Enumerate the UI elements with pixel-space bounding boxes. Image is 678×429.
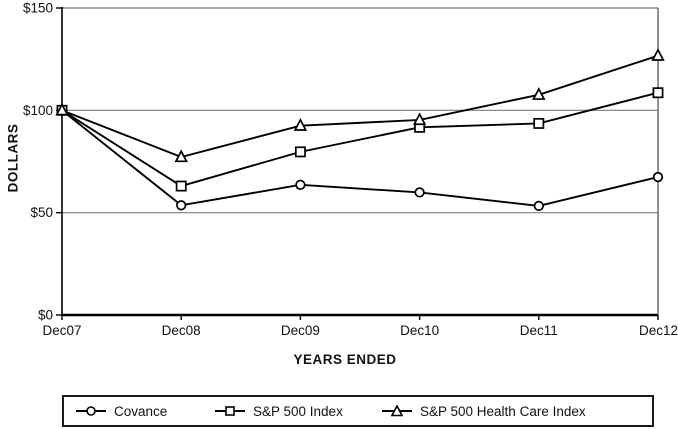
y-tick-label: $50 (30, 205, 53, 220)
y-tick-label: $150 (23, 1, 53, 16)
legend-label-1: S&P 500 Index (253, 403, 343, 419)
marker-square (294, 146, 306, 158)
x-tick-label: Dec10 (400, 323, 439, 338)
marker-triangle (532, 87, 546, 100)
chart-plot-area: $0 $50 $100 $150 Dec07 Dec08 Dec09 Dec10 Dec11 De… (23, 1, 678, 339)
marker-circle (176, 200, 187, 211)
legend-label-2: S&P 500 Health Care Index (420, 403, 586, 419)
x-tick-label: Dec08 (162, 323, 201, 338)
marker-circle (652, 171, 664, 183)
marker-square (533, 117, 545, 129)
series-line-0 (61, 109, 659, 207)
legend-circle-icon (76, 406, 106, 416)
x-tick-label: Dec07 (42, 323, 81, 338)
marker-triangle (412, 112, 427, 126)
series-line-2 (61, 54, 659, 158)
x-tick-label: Dec09 (281, 323, 320, 338)
y-axis-title: DOLLARS (5, 123, 21, 193)
marker-square (175, 180, 187, 192)
legend-triangle-icon (382, 405, 412, 417)
marker-triangle (651, 48, 665, 61)
marker-triangle (55, 102, 69, 116)
x-tick-label: Dec11 (520, 323, 558, 338)
x-tick-label: Dec12 (639, 323, 678, 338)
legend-square-icon (215, 406, 245, 416)
chart-legend: Covance S&P 500 Index S&P 500 Health Care … (62, 395, 654, 427)
legend-item-0: Covance (76, 397, 167, 425)
y-tick-label: $100 (23, 103, 53, 118)
marker-circle (295, 179, 306, 190)
legend-item-1: S&P 500 Index (215, 397, 343, 425)
legend-item-2: S&P 500 Health Care Index (382, 397, 586, 425)
marker-triangle (293, 118, 308, 131)
marker-square (652, 87, 664, 99)
marker-circle (533, 200, 544, 212)
series-line-1 (61, 91, 659, 188)
marker-triangle (174, 149, 188, 163)
legend-label-0: Covance (114, 403, 168, 419)
y-tick-label: $0 (38, 308, 53, 323)
x-axis-title: YEARS ENDED (293, 352, 397, 367)
marker-circle (414, 187, 425, 198)
